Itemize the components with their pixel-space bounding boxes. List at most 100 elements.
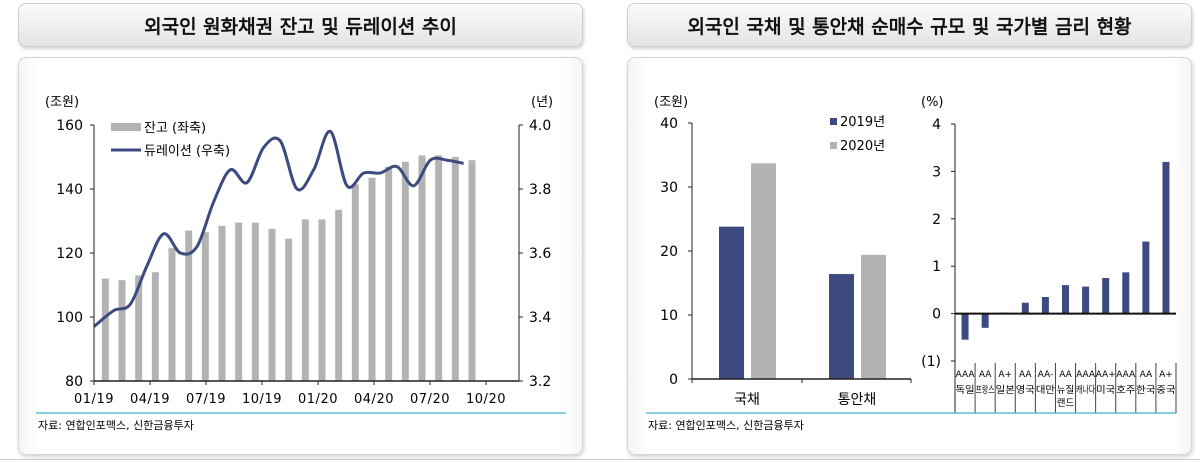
balance-bar bbox=[418, 155, 426, 381]
country-label: 중국 bbox=[1156, 385, 1175, 396]
country-label: 뉴질 bbox=[1057, 384, 1074, 396]
left-y-tick: 160 bbox=[56, 118, 83, 134]
net-buy-bar bbox=[829, 274, 854, 379]
right-chart-title: 외국인 국채 및 통안채 순매수 규모 및 국가별 금리 현황 bbox=[687, 15, 1132, 38]
country-label: 미국 bbox=[1096, 385, 1115, 396]
balance-bar bbox=[118, 280, 126, 381]
credit-rating-label: AA- bbox=[1038, 370, 1054, 380]
source-note: 자료: 연합인포맥스, 신한금융투자 bbox=[38, 419, 194, 432]
rates-y-tick: (1) bbox=[921, 354, 941, 370]
rate-bar bbox=[961, 313, 969, 340]
x-tick-label: 01/19 bbox=[74, 392, 114, 407]
x-tick-label: 10/19 bbox=[242, 392, 282, 407]
x-tick-label: 01/20 bbox=[298, 392, 338, 407]
net-buy-axis-unit: (조원) bbox=[654, 95, 688, 110]
balance-bar bbox=[385, 166, 393, 381]
rates-axis-unit: (%) bbox=[921, 95, 944, 110]
left-y-tick: 140 bbox=[56, 182, 83, 198]
rate-bar bbox=[1102, 278, 1110, 314]
right-y-tick: 3.8 bbox=[529, 182, 551, 198]
rates-y-tick: 0 bbox=[932, 307, 941, 323]
right-y-tick: 3.4 bbox=[529, 310, 551, 326]
rates-y-tick: 2 bbox=[932, 212, 941, 228]
balance-bar bbox=[368, 177, 376, 381]
balance-bar bbox=[318, 219, 326, 381]
page-bottom-divider bbox=[0, 459, 1200, 460]
rates-y-tick: 1 bbox=[932, 259, 941, 275]
balance-bar bbox=[468, 160, 476, 381]
balance-bar bbox=[335, 209, 343, 381]
country-label: 호주 bbox=[1116, 385, 1135, 396]
legend-2019-swatch bbox=[830, 118, 837, 125]
balance-bar bbox=[135, 275, 143, 381]
credit-rating-label: AA bbox=[1140, 370, 1153, 380]
balance-bar bbox=[201, 232, 209, 381]
legend-bar-swatch bbox=[111, 123, 141, 131]
left-chart-title: 외국인 원화채권 잔고 및 듀레이션 추이 bbox=[144, 15, 457, 38]
rate-bar bbox=[1062, 285, 1069, 314]
legend-balance: 잔고 (좌축) bbox=[144, 121, 206, 136]
duration-line bbox=[93, 129, 464, 328]
country-label: 프랑스 bbox=[976, 384, 995, 396]
country-label: 대만 bbox=[1036, 385, 1055, 396]
balance-bar bbox=[401, 161, 409, 381]
rates-y-tick: 4 bbox=[932, 117, 941, 133]
net-buy-y-tick: 0 bbox=[669, 372, 678, 388]
rate-bar bbox=[1142, 241, 1150, 314]
credit-rating-label: AAA bbox=[1116, 370, 1136, 380]
country-label: 한국 bbox=[1136, 385, 1155, 396]
x-tick-label: 04/20 bbox=[354, 392, 394, 407]
net-buy-y-tick: 10 bbox=[660, 308, 678, 324]
balance-bar bbox=[301, 219, 309, 381]
right-axis-unit: (년) bbox=[531, 95, 553, 110]
net-buy-category: 통안채 bbox=[838, 392, 877, 408]
right-chart-title-box: 외국인 국채 및 통안채 순매수 규모 및 국가별 금리 현황 bbox=[627, 3, 1192, 47]
right-y-tick: 4.0 bbox=[529, 118, 551, 134]
right-y-tick: 3.2 bbox=[529, 374, 551, 390]
net-buy-bar bbox=[719, 226, 744, 379]
right-y-tick: 3.6 bbox=[529, 246, 551, 262]
net-buy-bar bbox=[861, 254, 886, 379]
balance-bar bbox=[168, 248, 176, 381]
legend-2019: 2019년 bbox=[840, 115, 885, 130]
credit-rating-label: AA bbox=[1019, 370, 1032, 380]
left-axis-unit: (조원) bbox=[45, 95, 79, 110]
country-label: 랜드 bbox=[1057, 398, 1075, 409]
x-tick-label: 07/19 bbox=[186, 392, 226, 407]
rate-bar bbox=[1041, 297, 1049, 314]
x-tick-label: 10/20 bbox=[466, 392, 506, 407]
country-label: 영국 bbox=[1016, 385, 1035, 396]
balance-bar bbox=[251, 222, 259, 381]
left-y-tick: 100 bbox=[56, 310, 83, 326]
credit-rating-label: AAA bbox=[1076, 370, 1096, 380]
country-label: 독일 bbox=[956, 385, 975, 396]
balance-duration-chart: (조원) (년) 160 4.0 140 3.8 120 3.6 100 3.4 80 3.2 01/1… bbox=[36, 95, 566, 432]
rate-bar bbox=[1021, 302, 1029, 314]
net-buy-y-tick: 20 bbox=[660, 244, 678, 260]
legend-duration: 듀레이션 (우축) bbox=[144, 144, 230, 159]
net-buy-category: 국채 bbox=[734, 392, 760, 408]
balance-bar bbox=[185, 230, 193, 381]
credit-rating-label: AA bbox=[979, 370, 992, 380]
credit-rating-label: AA bbox=[1059, 370, 1072, 380]
x-tick-label: 07/20 bbox=[410, 392, 450, 407]
balance-bar bbox=[285, 238, 293, 381]
rates-y-tick: 3 bbox=[932, 164, 941, 180]
legend-2020: 2020년 bbox=[840, 139, 885, 154]
rate-bar bbox=[1082, 286, 1090, 314]
net-buy-y-tick: 40 bbox=[660, 116, 678, 132]
credit-rating-label: A+ bbox=[1159, 370, 1173, 380]
right-chart-panel: (조원) 40 30 20 10 0 국채 통안채 2019년 2020년 (%) 4 3 2 1 0 (1) A… bbox=[627, 57, 1192, 455]
balance-bar bbox=[235, 222, 243, 381]
country-label: 일본 bbox=[996, 385, 1015, 396]
left-y-tick: 120 bbox=[56, 246, 83, 262]
balance-bar bbox=[151, 272, 159, 381]
country-label: 캐나다 bbox=[1076, 385, 1095, 396]
x-tick-label: 04/19 bbox=[130, 392, 170, 407]
rate-bar bbox=[1162, 161, 1170, 314]
balance-bar bbox=[268, 229, 276, 381]
balance-bar bbox=[435, 155, 443, 381]
credit-rating-label: AA+ bbox=[1096, 370, 1116, 380]
rate-bar bbox=[981, 313, 989, 328]
